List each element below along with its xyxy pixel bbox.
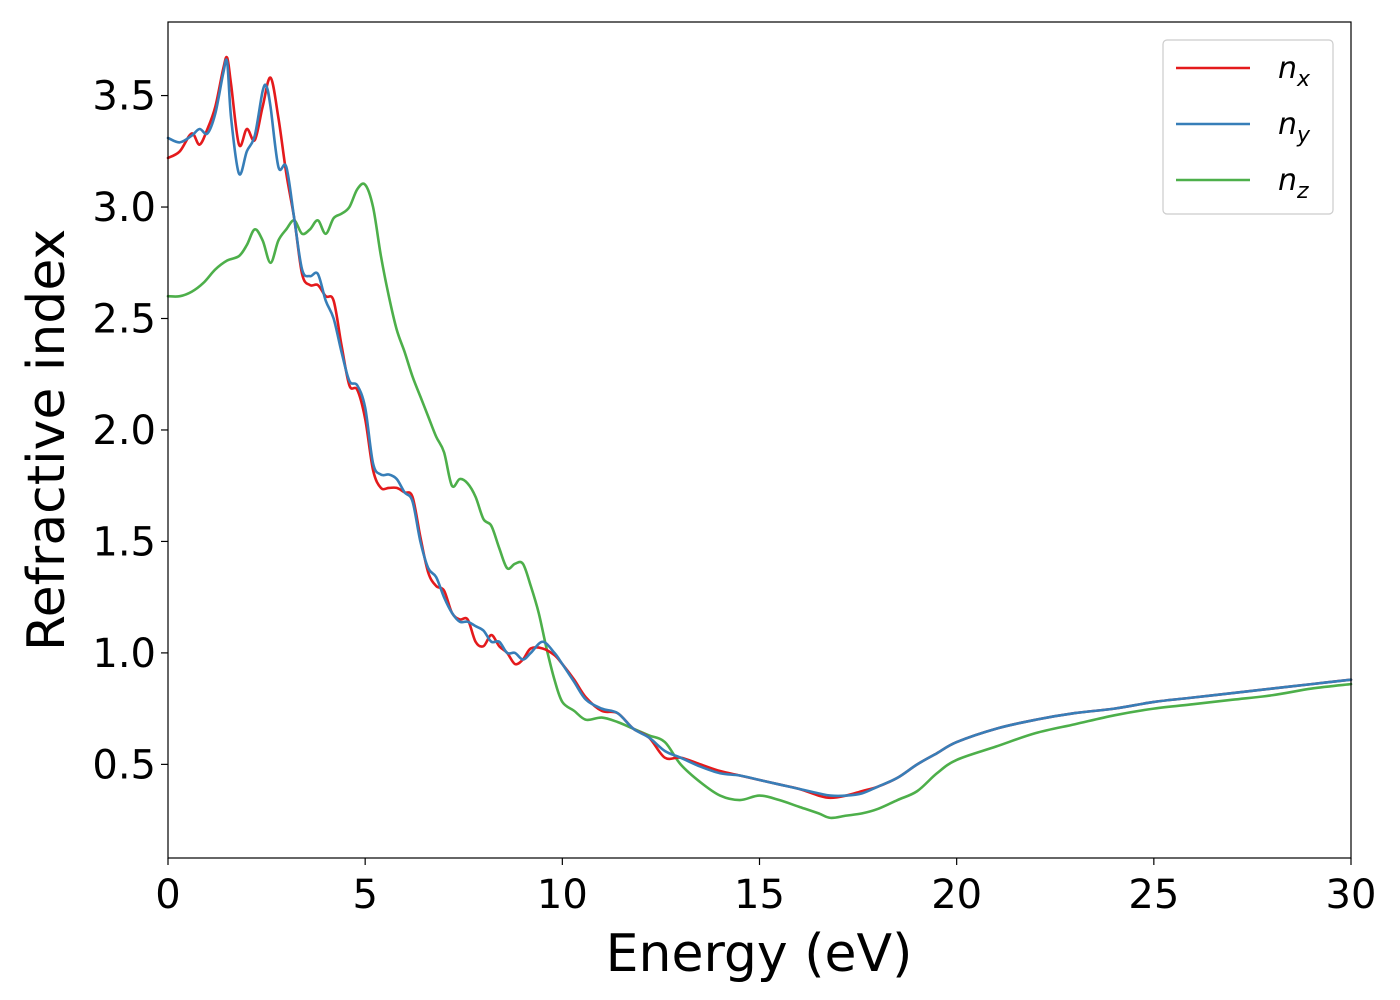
y-tick-label: 1.0 (92, 631, 156, 677)
x-axis-ticks: 0 5 10 15 20 25 30 (155, 858, 1376, 918)
x-tick-label: 5 (352, 872, 377, 918)
x-tick-label: 30 (1326, 872, 1377, 918)
y-axis-title: Refractive index (17, 229, 77, 651)
y-tick-label: 1.5 (92, 519, 156, 565)
x-tick-label: 25 (1128, 872, 1179, 918)
series-line-n-y (166, 58, 1353, 798)
legend-box (1162, 39, 1334, 215)
y-axis-ticks: 0.5 1.0 1.5 2.0 2.5 3.0 3.5 (92, 74, 168, 788)
series-layer (166, 55, 1353, 820)
y-tick-label: 0.5 (92, 742, 156, 788)
x-tick-label: 20 (931, 872, 982, 918)
y-tick-label: 2.0 (92, 408, 156, 454)
x-tick-label: 15 (734, 872, 785, 918)
y-tick-label: 2.5 (92, 297, 156, 343)
x-axis-title: Energy (eV) (606, 924, 913, 984)
series-line-n-z (166, 182, 1353, 820)
y-tick-label: 3.5 (92, 74, 156, 120)
x-tick-label: 10 (537, 872, 588, 918)
y-tick-label: 3.0 (92, 185, 156, 231)
x-tick-label: 0 (155, 872, 180, 918)
